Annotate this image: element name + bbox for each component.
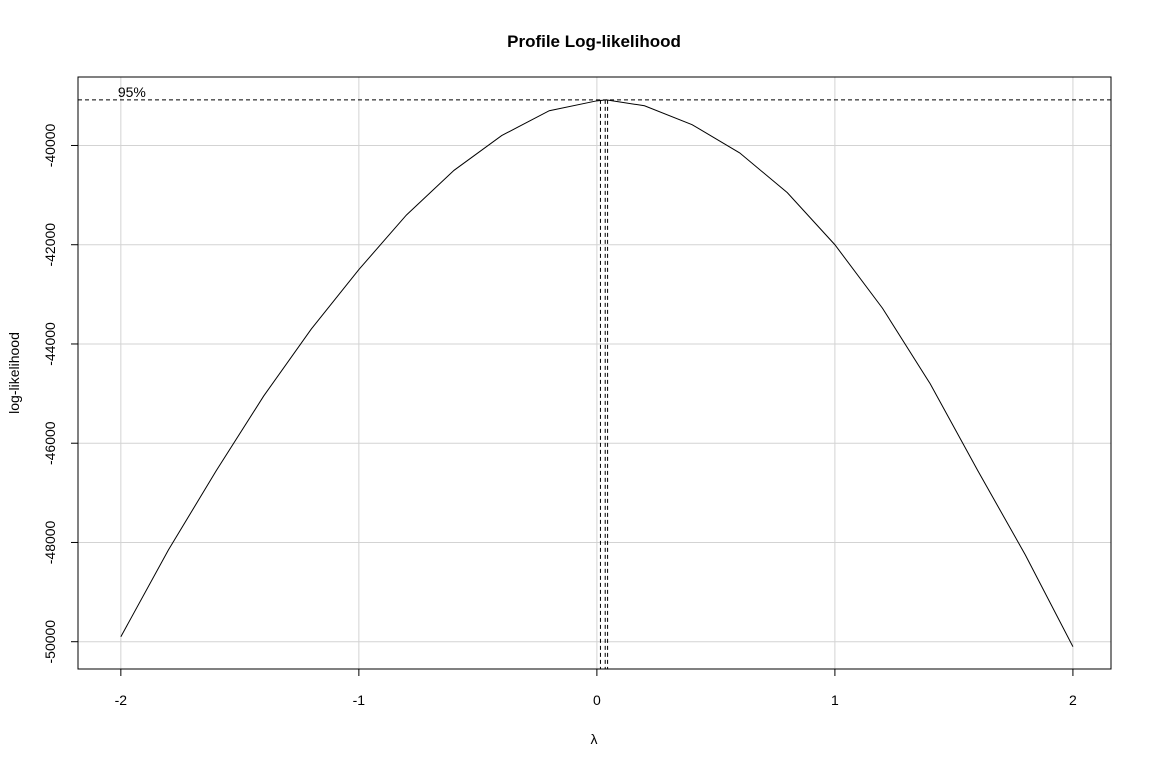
x-axis-label: λ — [591, 731, 598, 747]
y-tick-label: -48000 — [42, 520, 58, 564]
x-tick-label: 0 — [593, 692, 601, 708]
x-axis: -2 -1 0 1 2 — [115, 669, 1077, 708]
x-tick-label: 2 — [1069, 692, 1077, 708]
y-tick-label: -40000 — [42, 123, 58, 167]
log-likelihood-curve — [120, 99, 1074, 647]
x-tick-label: -2 — [115, 692, 128, 708]
plot-frame — [77, 76, 1112, 670]
y-axis: -50000 -48000 -46000 -44000 -42000 -40000 — [42, 123, 78, 664]
y-tick-label: -46000 — [42, 421, 58, 465]
x-tick-label: -1 — [353, 692, 366, 708]
confidence-lines: 95% — [78, 84, 1111, 669]
y-tick-label: -50000 — [42, 620, 58, 664]
y-tick-label: -44000 — [42, 322, 58, 366]
y-axis-label: log-likelihood — [6, 332, 22, 414]
y-tick-label: -42000 — [42, 223, 58, 267]
ci-label: 95% — [118, 84, 146, 100]
x-tick-label: 1 — [831, 692, 839, 708]
grid — [78, 77, 1111, 669]
chart-title: Profile Log-likelihood — [507, 32, 681, 51]
